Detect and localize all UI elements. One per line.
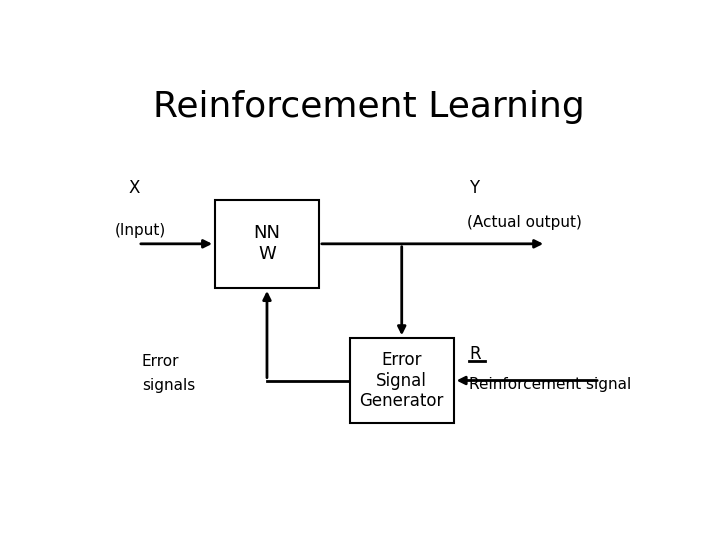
Bar xyxy=(215,200,319,288)
Text: (Input): (Input) xyxy=(115,223,166,238)
Text: Error
Signal
Generator: Error Signal Generator xyxy=(359,350,444,410)
Text: R: R xyxy=(469,345,481,362)
Text: Error
signals: Error signals xyxy=(142,354,195,393)
Text: Y: Y xyxy=(469,179,480,197)
Text: NN
W: NN W xyxy=(253,225,281,263)
Text: (Actual output): (Actual output) xyxy=(467,215,582,230)
Text: Reinforcement Learning: Reinforcement Learning xyxy=(153,90,585,124)
Text: X: X xyxy=(129,179,140,197)
Text: Reinforcement signal: Reinforcement signal xyxy=(469,377,631,392)
Bar xyxy=(350,338,454,423)
